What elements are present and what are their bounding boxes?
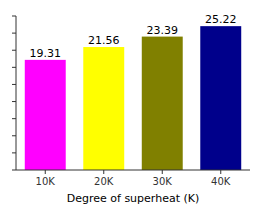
chart-container: 10K 20K 30K 40K 19.31 21.56 23.39 25.22 Degree o… [0, 0, 260, 210]
y-axis-line [16, 16, 17, 170]
bar [200, 26, 241, 170]
y-tick [12, 67, 16, 68]
data-label: 21.56 [88, 34, 120, 47]
y-tick [12, 50, 16, 51]
x-tick [45, 170, 46, 174]
x-tick-label: 20K [94, 176, 114, 187]
data-label: 19.31 [30, 47, 62, 60]
y-tick [12, 118, 16, 119]
chart-svg: 10K 20K 30K 40K 19.31 21.56 23.39 25.22 Degree o… [0, 0, 260, 210]
x-tick-label: 10K [36, 176, 56, 187]
x-axis-line [16, 170, 250, 171]
y-tick [12, 170, 16, 171]
y-tick [12, 84, 16, 85]
x-tick [162, 170, 163, 174]
y-tick [12, 135, 16, 136]
y-tick [12, 101, 16, 102]
bar [25, 60, 66, 170]
data-label: 23.39 [147, 24, 179, 37]
y-tick [12, 16, 16, 17]
bar [142, 37, 183, 170]
data-label: 25.22 [205, 13, 237, 26]
x-tick-label: 40K [211, 176, 231, 187]
bars [25, 26, 241, 170]
x-tick [220, 170, 221, 174]
y-tick [12, 33, 16, 34]
x-axis-label: Degree of superheat (K) [67, 192, 200, 205]
x-tick-label: 30K [153, 176, 173, 187]
bar [83, 47, 124, 170]
x-tick [103, 170, 104, 174]
y-tick [12, 152, 16, 153]
